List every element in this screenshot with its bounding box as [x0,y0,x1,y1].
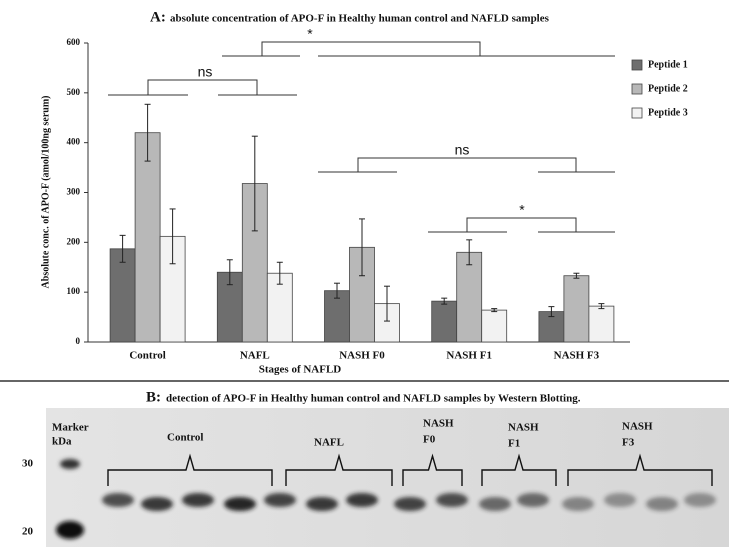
x-axis-label: Stages of NAFLD [259,364,342,376]
protein-band [394,497,426,511]
protein-band [684,493,716,507]
protein-band [479,497,511,511]
protein-band [604,493,636,507]
x-tick-label: NAFL [240,350,270,362]
bar [457,252,482,342]
lane-group-label: F0 [423,434,436,446]
marker-size: 30 [22,458,34,470]
protein-band [562,497,594,511]
protein-band [141,497,173,511]
protein-band [517,493,549,507]
lane-group-label: NASH [508,422,539,434]
x-tick-label: NASH F0 [339,350,385,362]
protein-band [646,497,678,511]
protein-band [306,497,338,511]
protein-band [436,493,468,507]
marker-band [56,521,84,539]
x-tick-label: NASH F1 [446,350,492,362]
legend-label: Peptide 3 [648,107,688,118]
lane-group-label: F1 [508,438,520,450]
x-tick-label: NASH F3 [554,350,600,362]
y-tick-label: 400 [67,137,81,147]
bar [482,310,507,342]
legend-swatch [632,84,642,94]
protein-band [182,493,214,507]
bracket [262,42,480,56]
protein-band [264,493,296,507]
y-tick-label: 100 [67,286,81,296]
legend-swatch [632,108,642,118]
bar [589,306,614,342]
figure: A: absolute concentration of APO-F in He… [0,0,729,547]
lane-group-label: Control [167,432,203,444]
marker-band [60,459,80,469]
legend-label: Peptide 1 [648,59,688,70]
lane-group-label: NAFL [314,437,344,449]
panel-a-label: A: [150,9,166,25]
bracket [467,218,576,232]
legend-label: Peptide 2 [648,83,688,94]
y-axis-label: Absolute conc. of APO-F (amol/100ng seru… [40,96,51,289]
significance-label: * [307,26,313,42]
y-tick-label: 500 [67,87,81,97]
marker-label: Marker [52,422,89,434]
marker-label: kDa [52,436,72,448]
bracket [358,158,576,172]
protein-band [346,493,378,507]
lane-group-label: NASH [423,418,454,430]
y-tick-label: 200 [67,236,81,246]
protein-band [224,497,256,511]
significance-label: ns [455,142,470,158]
x-tick-label: Control [129,350,165,362]
y-tick-label: 300 [67,187,81,197]
bracket [148,80,257,95]
y-tick-label: 0 [76,336,81,346]
lane-group-label: F3 [622,437,635,449]
bar [110,249,135,342]
lane-group-label: NASH [622,421,653,433]
marker-size: 20 [22,526,34,538]
chart-title: absolute concentration of APO-F in Healt… [170,13,550,25]
significance-label: ns [198,64,213,80]
legend-swatch [632,60,642,70]
bar [564,276,589,342]
bar [135,133,160,342]
blot-title: detection of APO-F in Healthy human cont… [166,393,581,405]
protein-band [102,493,134,507]
panel-b-label: B: [146,389,161,405]
bar [432,301,457,342]
significance-label: * [519,202,525,218]
y-tick-label: 600 [67,37,81,47]
